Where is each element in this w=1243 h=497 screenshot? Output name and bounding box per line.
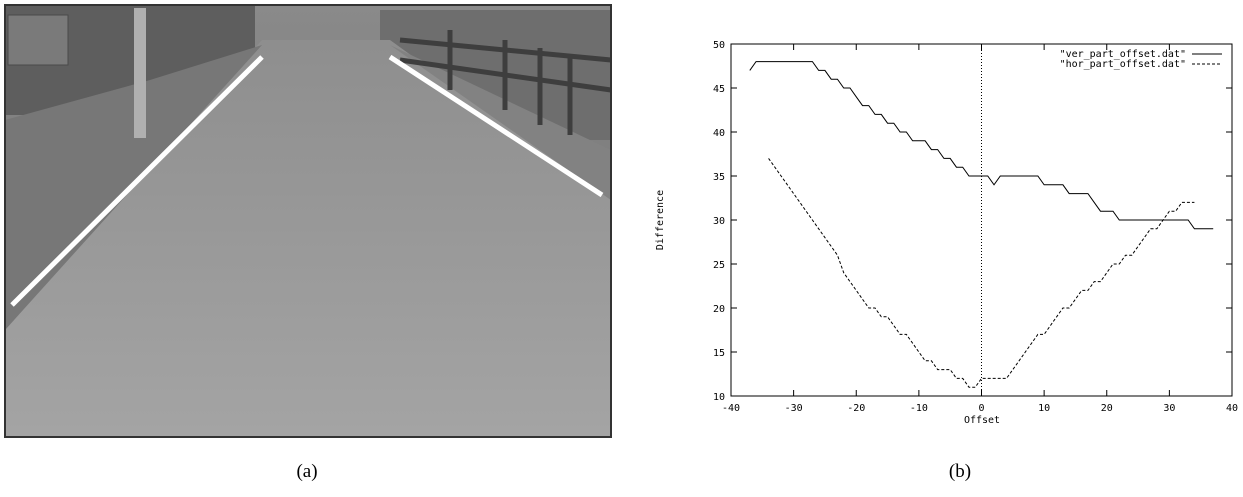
x-tick-label: -30 xyxy=(785,403,803,414)
data-line xyxy=(768,158,1195,388)
y-tick-label: 40 xyxy=(713,128,725,139)
caption: (a) xyxy=(296,461,317,482)
x-tick-label: 20 xyxy=(1101,403,1113,414)
y-tick-label: 15 xyxy=(713,348,725,359)
x-tick-label: 10 xyxy=(1038,403,1050,414)
x-tick-label: -40 xyxy=(722,403,740,414)
x-tick-label: 30 xyxy=(1163,403,1175,414)
caption: (b) xyxy=(949,461,971,482)
y-tick-label: 35 xyxy=(713,172,725,183)
x-tick-label: 0 xyxy=(978,403,984,414)
legend-label: "hor_part_offset.dat" xyxy=(1060,59,1186,70)
y-tick-label: 10 xyxy=(713,392,725,403)
y-tick-label: 20 xyxy=(713,304,725,315)
x-axis-label: Offset xyxy=(964,415,1000,426)
x-tick-label: -10 xyxy=(910,403,928,414)
x-tick-label: 40 xyxy=(1226,403,1238,414)
y-tick-label: 45 xyxy=(713,84,725,95)
y-tick-label: 50 xyxy=(713,40,725,51)
data-line xyxy=(749,61,1214,230)
y-tick-label: 30 xyxy=(713,216,725,227)
road-photo xyxy=(4,4,612,438)
y-axis-label: Difference xyxy=(655,190,666,250)
x-tick-label: -20 xyxy=(847,403,865,414)
y-tick-label: 25 xyxy=(713,260,725,271)
legend-label: "ver_part_offset.dat" xyxy=(1060,49,1186,60)
